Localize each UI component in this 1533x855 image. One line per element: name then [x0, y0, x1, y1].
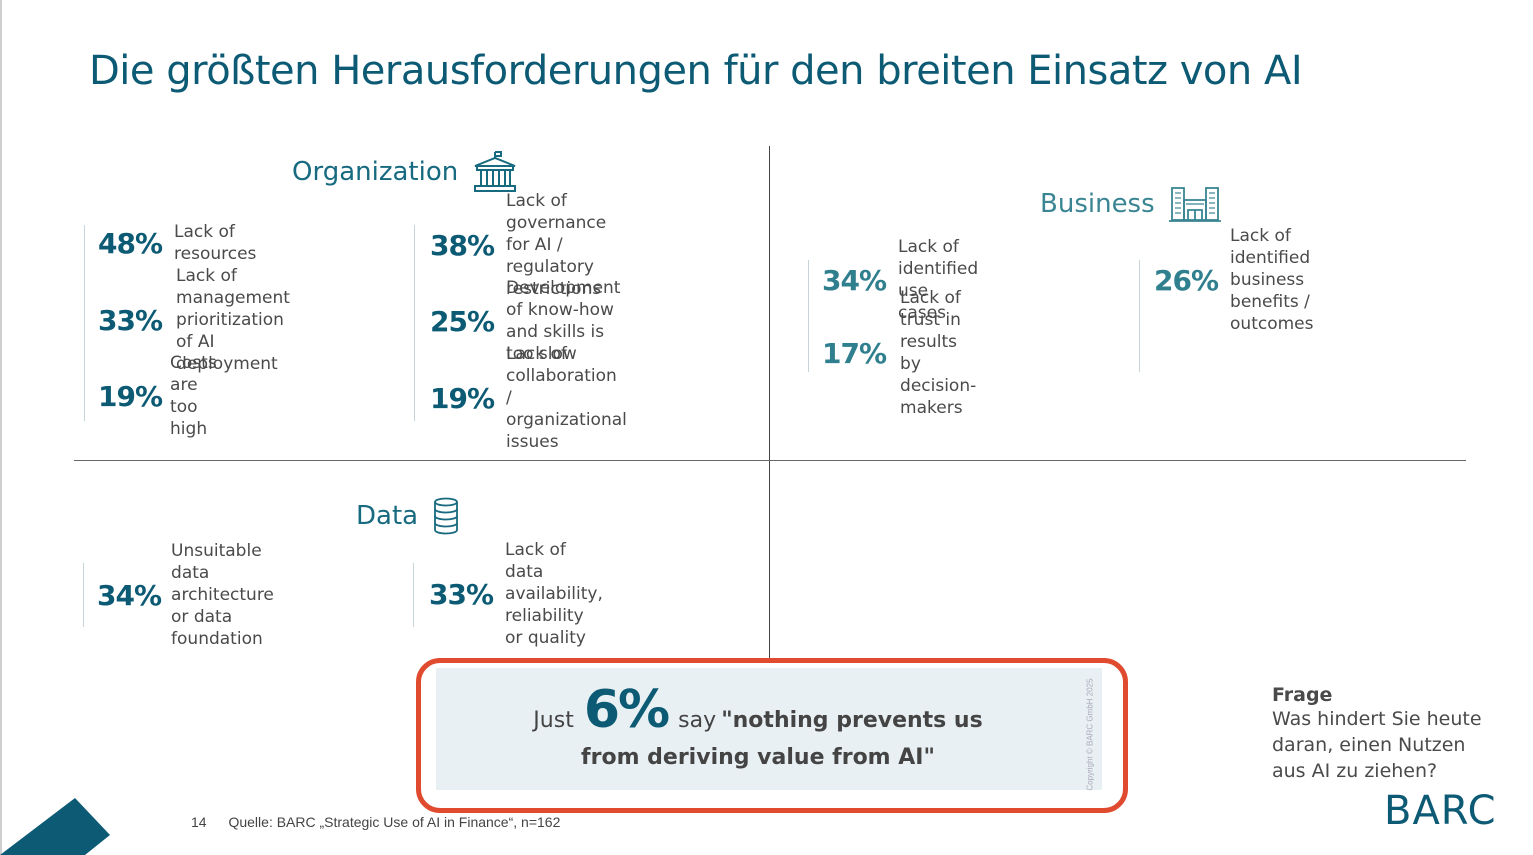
percentage: 19%	[98, 379, 163, 413]
database-icon	[434, 497, 458, 535]
item-label: Unsuitable data architecture or data fou…	[171, 541, 274, 649]
item-label: Lack of governance for AI / regulatory r…	[506, 191, 607, 299]
slide-title: Die größten Herausforderungen für den br…	[89, 48, 1303, 94]
callout-line-2: from deriving value from AI"	[581, 745, 935, 770]
section-title-text: Data	[356, 501, 419, 531]
callout-quote: "nothing prevents us	[721, 708, 983, 733]
quadrant-divider-horizontal	[74, 460, 1466, 461]
data-left-column: 34% Unsuitable data architecture or data…	[83, 541, 274, 649]
item-label: Development of know-how and skills is to…	[506, 278, 621, 364]
percentage: 25%	[430, 304, 495, 338]
question-text: Was hindert Sie heute daran, einen Nutze…	[1272, 708, 1482, 782]
list-item: 33% Lack of data availability, reliabili…	[429, 540, 603, 648]
item-label: Lack of identified use cases	[898, 237, 979, 323]
section-title-text: Business	[1040, 189, 1155, 219]
copyright-note: Copyright © BARC GmbH 2025	[1085, 678, 1095, 791]
callout-background	[436, 668, 1102, 790]
list-item: 17% Lack of trust in results by decision…	[822, 288, 976, 418]
business-right-column: 26% Lack of identified business benefits…	[1139, 226, 1314, 372]
slide-edge	[0, 0, 2, 855]
list-item: 38% Lack of governance for AI / regulato…	[430, 191, 606, 299]
page-number: 14	[191, 814, 207, 830]
list-item: 19% Lack of collaboration / organization…	[430, 344, 627, 452]
office-buildings-icon	[1168, 187, 1221, 222]
callout-say: say	[678, 708, 717, 733]
percentage: 38%	[430, 228, 495, 262]
item-label: Lack of resources	[174, 222, 257, 264]
source-note: Quelle: BARC „Strategic Use of AI in Fin…	[228, 814, 561, 830]
item-label: Lack of collaboration / organizational i…	[506, 344, 627, 452]
list-item: 19% Costs are too high	[98, 353, 217, 439]
item-label: Lack of data availability, reliability o…	[505, 540, 603, 648]
data-right-column: 33% Lack of data availability, reliabili…	[413, 540, 603, 648]
list-item: 26% Lack of identified business benefits…	[1154, 226, 1314, 334]
section-business-title: Business	[1040, 186, 1221, 222]
footer: 14 Quelle: BARC „Strategic Use of AI in …	[191, 814, 560, 830]
percentage: 26%	[1154, 263, 1219, 297]
survey-question: Frage Was hindert Sie heute daran, einen…	[1272, 684, 1492, 784]
list-item: 48% Lack of resources	[98, 222, 256, 264]
organization-left-column: 48% Lack of resources 33% Lack of manage…	[84, 222, 290, 439]
item-label: Lack of identified business benefits / o…	[1230, 226, 1314, 334]
callout-percentage: 6%	[583, 680, 670, 740]
item-label: Costs are too high	[170, 353, 217, 439]
item-label: Lack of trust in results by decision-mak…	[900, 288, 977, 418]
corner-decoration	[0, 798, 110, 855]
percentage: 48%	[98, 226, 163, 260]
list-item: 33% Lack of management prioritization of…	[98, 266, 290, 374]
percentage: 34%	[97, 578, 162, 612]
list-item: 34% Unsuitable data architecture or data…	[97, 541, 274, 649]
section-data-title: Data	[356, 497, 460, 535]
list-item: 34% Lack of identified use cases	[822, 237, 978, 323]
percentage: 33%	[429, 577, 494, 611]
callout-prefix: Just	[533, 708, 574, 733]
section-organization-title: Organization	[292, 150, 518, 194]
list-item: 25% Development of know-how and skills i…	[430, 278, 620, 364]
bank-building-icon	[474, 151, 517, 192]
organization-right-column: 38% Lack of governance for AI / regulato…	[414, 191, 627, 452]
section-title-text: Organization	[292, 157, 459, 187]
item-label: Lack of management prioritization of AI …	[176, 266, 290, 374]
business-left-column: 34% Lack of identified use cases 17% Lac…	[808, 237, 978, 418]
percentage: 34%	[822, 263, 887, 297]
barc-logo: BARC	[1384, 788, 1497, 834]
callout-line-1: Just 6% say "nothing prevents us	[438, 680, 1078, 740]
quadrant-divider-vertical	[769, 146, 770, 668]
percentage: 33%	[98, 303, 163, 337]
percentage: 17%	[822, 336, 887, 370]
percentage: 19%	[430, 381, 495, 415]
question-heading: Frage	[1272, 684, 1333, 706]
